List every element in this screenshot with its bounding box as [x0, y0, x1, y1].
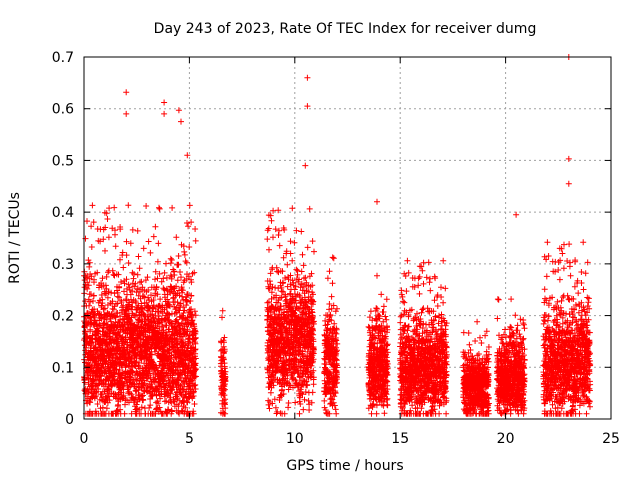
x-tick-label: 20 [497, 431, 515, 447]
chart-title: Day 243 of 2023, Rate Of TEC Index for r… [154, 21, 537, 37]
y-tick-label: 0.3 [52, 257, 74, 273]
x-tick-label: 25 [602, 431, 620, 447]
x-tick-label: 0 [80, 431, 89, 447]
axis-ticks: 0 5 10 15 20 25 0 0.1 0.2 0.3 0.4 0.5 0.6 0.7 [52, 50, 620, 447]
y-tick-label: 0.7 [52, 50, 74, 66]
y-tick-label: 0.2 [52, 309, 74, 325]
x-axis-label: GPS time / hours [286, 458, 403, 474]
x-tick-label: 5 [185, 431, 194, 447]
y-tick-label: 0 [65, 412, 74, 428]
y-tick-label: 0.1 [52, 360, 74, 376]
plot-frame [83, 56, 612, 420]
y-tick-label: 0.5 [52, 153, 74, 169]
x-tick-label: 15 [391, 431, 409, 447]
y-axis-label: ROTI / TECUs [7, 192, 23, 284]
x-tick-label: 10 [286, 431, 304, 447]
y-tick-label: 0.6 [52, 102, 74, 118]
y-tick-label: 0.4 [52, 205, 74, 221]
